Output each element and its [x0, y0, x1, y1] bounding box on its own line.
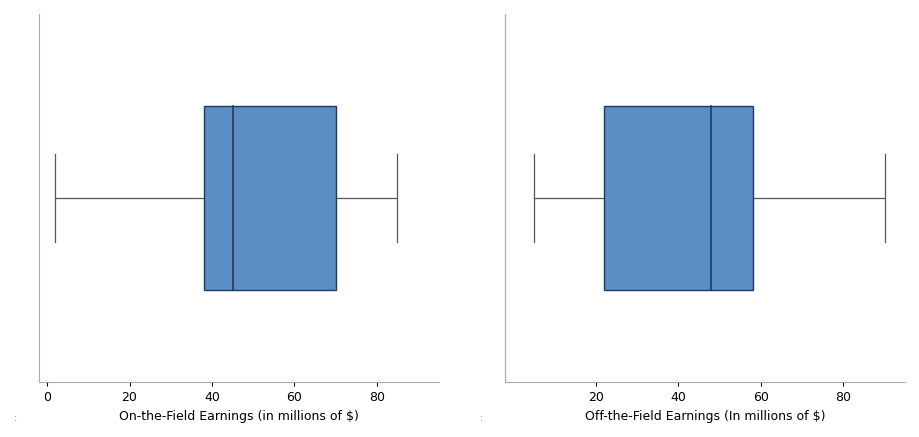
X-axis label: On-the-Field Earnings (in millions of $): On-the-Field Earnings (in millions of $): [119, 410, 358, 423]
Text: :: :: [481, 413, 483, 423]
Text: :: :: [14, 413, 17, 423]
X-axis label: Off-the-Field Earnings (In millions of $): Off-the-Field Earnings (In millions of $…: [585, 410, 825, 423]
Bar: [204, 106, 335, 290]
Bar: [605, 106, 753, 290]
